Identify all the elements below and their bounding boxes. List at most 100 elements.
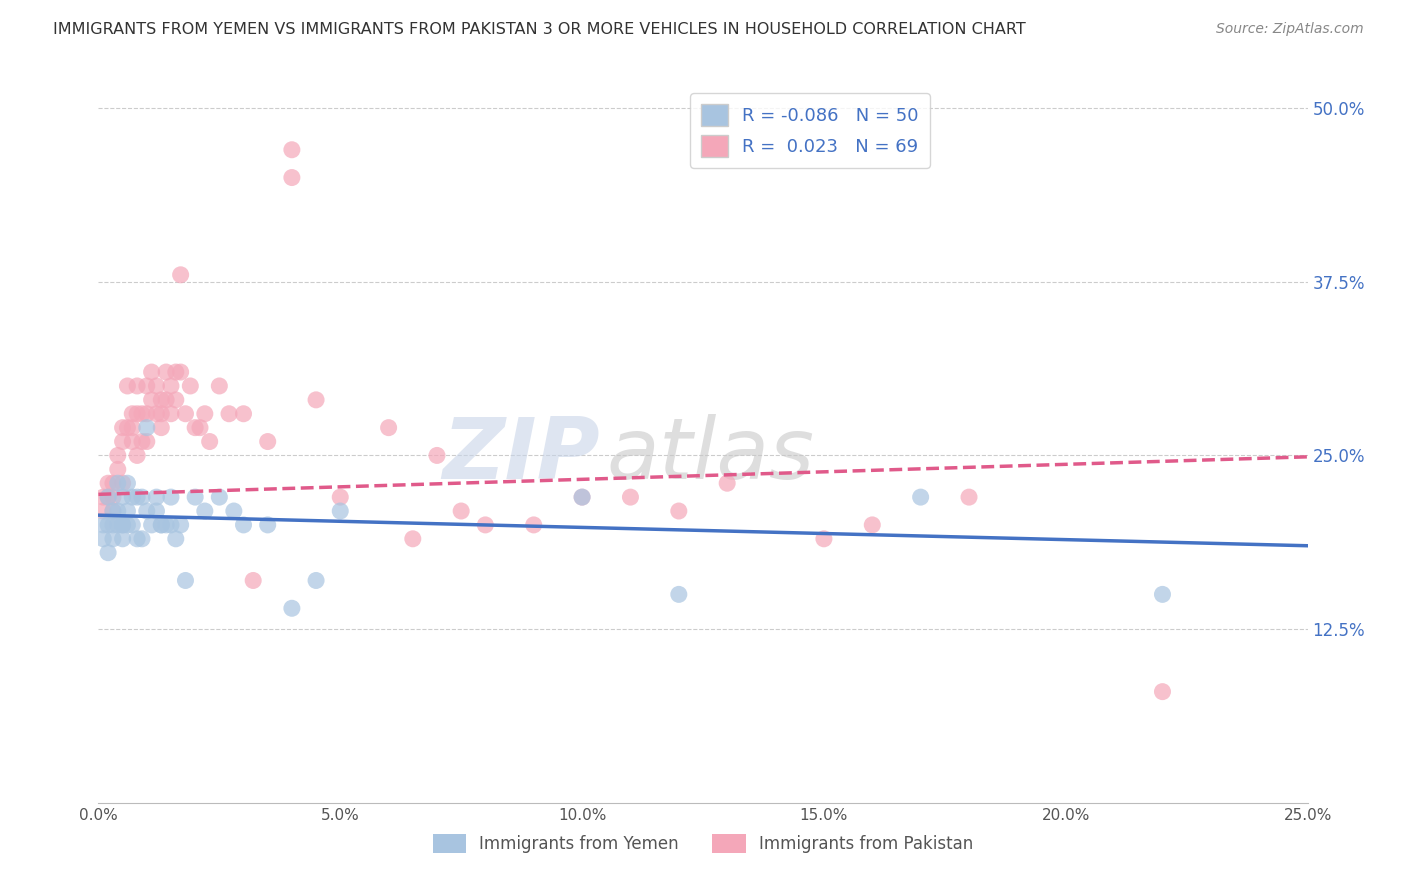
Point [232, 407, 254, 421]
Point [474, 517, 496, 532]
Point [97, 517, 120, 532]
Point [111, 420, 134, 434]
Point [155, 365, 177, 379]
Point [329, 504, 352, 518]
Point [101, 476, 124, 491]
Point [523, 517, 546, 532]
Point [141, 517, 163, 532]
Point [127, 407, 149, 421]
Point [117, 476, 139, 491]
Point [208, 379, 231, 393]
Point [402, 532, 425, 546]
Point [91, 517, 114, 532]
Point [160, 490, 183, 504]
Point [107, 517, 129, 532]
Point [188, 420, 211, 434]
Point [377, 420, 399, 434]
Point [1152, 684, 1174, 698]
Point [305, 574, 328, 588]
Point [222, 504, 245, 518]
Point [107, 476, 129, 491]
Point [150, 420, 173, 434]
Point [232, 517, 254, 532]
Point [145, 379, 167, 393]
Point [127, 379, 149, 393]
Point [111, 532, 134, 546]
Point [121, 517, 143, 532]
Point [111, 517, 134, 532]
Point [127, 449, 149, 463]
Point [813, 532, 835, 546]
Point [571, 490, 593, 504]
Point [179, 379, 201, 393]
Point [91, 532, 114, 546]
Point [141, 392, 163, 407]
Point [111, 434, 134, 449]
Point [97, 476, 120, 491]
Point [121, 420, 143, 434]
Point [165, 365, 187, 379]
Point [155, 392, 177, 407]
Point [101, 504, 124, 518]
Point [305, 392, 328, 407]
Point [281, 143, 304, 157]
Point [165, 532, 187, 546]
Point [150, 407, 173, 421]
Text: ZIP: ZIP [443, 415, 600, 498]
Point [135, 504, 157, 518]
Point [131, 434, 153, 449]
Point [107, 449, 129, 463]
Point [426, 449, 449, 463]
Point [242, 574, 264, 588]
Point [135, 379, 157, 393]
Point [194, 407, 217, 421]
Point [150, 392, 173, 407]
Point [101, 490, 124, 504]
Point [97, 546, 120, 560]
Point [101, 504, 124, 518]
Point [107, 504, 129, 518]
Point [184, 420, 207, 434]
Point [97, 490, 120, 504]
Point [127, 490, 149, 504]
Point [910, 490, 932, 504]
Point [121, 490, 143, 504]
Point [121, 434, 143, 449]
Point [198, 434, 221, 449]
Point [169, 517, 191, 532]
Point [117, 379, 139, 393]
Point [107, 462, 129, 476]
Point [127, 532, 149, 546]
Point [101, 532, 124, 546]
Point [91, 504, 114, 518]
Point [716, 476, 738, 491]
Point [111, 476, 134, 491]
Point [668, 504, 690, 518]
Point [131, 532, 153, 546]
Legend: Immigrants from Yemen, Immigrants from Pakistan: Immigrants from Yemen, Immigrants from P… [426, 827, 980, 860]
Point [571, 490, 593, 504]
Point [668, 587, 690, 601]
Point [169, 268, 191, 282]
Point [256, 434, 278, 449]
Point [117, 517, 139, 532]
Point [141, 365, 163, 379]
Point [145, 407, 167, 421]
Point [208, 490, 231, 504]
Text: Source: ZipAtlas.com: Source: ZipAtlas.com [1216, 22, 1364, 37]
Point [329, 490, 352, 504]
Point [117, 504, 139, 518]
Point [218, 407, 240, 421]
Point [160, 379, 183, 393]
Point [160, 407, 183, 421]
Point [174, 407, 197, 421]
Point [150, 517, 173, 532]
Point [860, 517, 883, 532]
Point [155, 517, 177, 532]
Point [111, 490, 134, 504]
Point [135, 434, 157, 449]
Point [256, 517, 278, 532]
Point [957, 490, 980, 504]
Point [169, 365, 191, 379]
Point [281, 601, 304, 615]
